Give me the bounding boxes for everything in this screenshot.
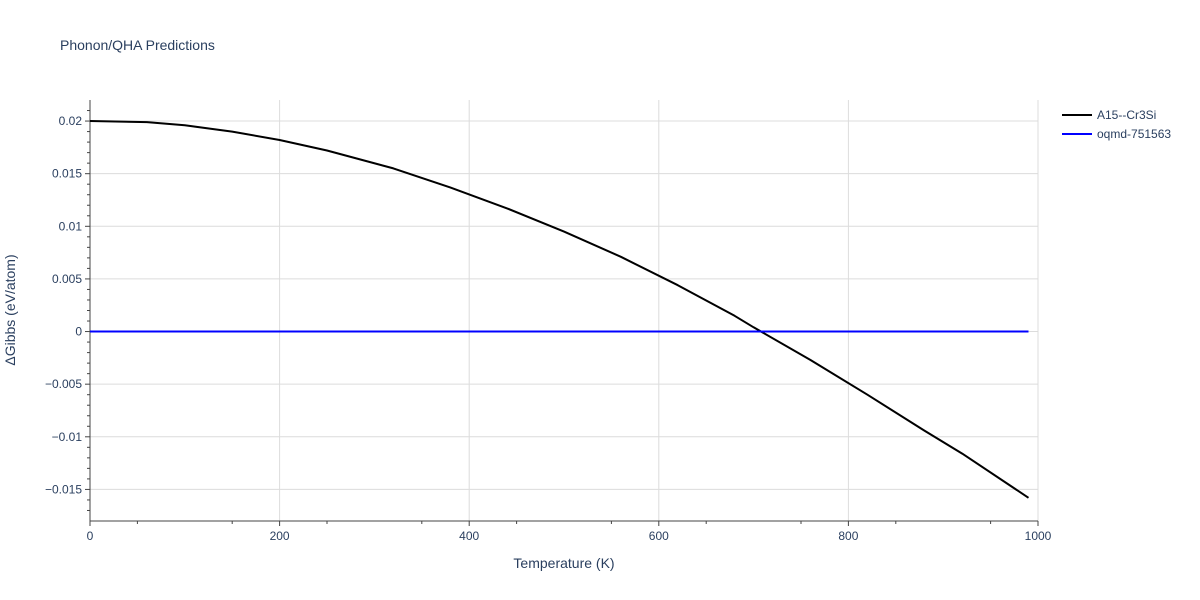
series-lines bbox=[89, 120, 1030, 499]
y-tick-label: −0.005 bbox=[45, 377, 82, 391]
series-line-0[interactable] bbox=[89, 120, 1030, 499]
legend-label: A15--Cr3Si bbox=[1097, 108, 1156, 122]
legend-item[interactable]: A15--Cr3Si bbox=[1062, 108, 1156, 122]
y-tick-label: −0.015 bbox=[45, 482, 82, 496]
x-tick-label: 200 bbox=[270, 529, 290, 543]
chart-title: Phonon/QHA Predictions bbox=[60, 37, 215, 53]
y-axis-title: ΔGibbs (eV/atom) bbox=[2, 254, 18, 365]
grid-lines bbox=[90, 100, 1039, 521]
y-tick-label: 0.015 bbox=[52, 167, 82, 181]
x-tick-label: 1000 bbox=[1025, 529, 1052, 543]
y-tick-label: −0.01 bbox=[52, 430, 83, 444]
legend-item[interactable]: oqmd-751563 bbox=[1062, 127, 1171, 141]
axes: 0 200 400 600 800 1000 −0.015 −0.01 −0.005 0 0.005… bbox=[45, 100, 1052, 543]
y-tick-label: 0.005 bbox=[52, 272, 82, 286]
x-tick-label: 400 bbox=[459, 529, 479, 543]
y-tick-label: 0.02 bbox=[59, 114, 83, 128]
legend-label: oqmd-751563 bbox=[1097, 127, 1171, 141]
x-tick-label: 0 bbox=[87, 529, 94, 543]
x-tick-label: 800 bbox=[838, 529, 858, 543]
y-tick-label: 0.01 bbox=[59, 219, 83, 233]
x-axis-title: Temperature (K) bbox=[513, 555, 614, 571]
x-tick-label: 600 bbox=[649, 529, 669, 543]
y-tick-label: 0 bbox=[75, 325, 82, 339]
legend[interactable]: A15--Cr3Si oqmd-751563 bbox=[1062, 108, 1171, 141]
